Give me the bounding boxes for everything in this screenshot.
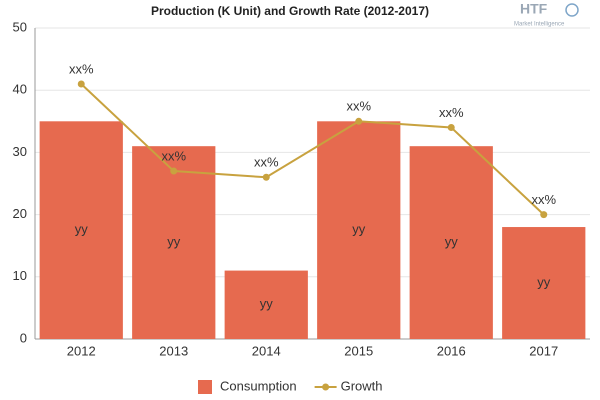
logo-globe (565, 3, 579, 17)
logo-text: HTF (520, 1, 548, 17)
line-point (170, 167, 178, 175)
y-tick-label: 50 (13, 19, 27, 34)
bar (409, 146, 493, 339)
legend-label: Growth (341, 378, 383, 393)
x-tick-label: 2017 (529, 343, 558, 358)
logo-subtext: Market Intelligence (514, 22, 565, 28)
bar-label: yy (352, 222, 366, 237)
line-point (447, 124, 455, 132)
line-point (262, 173, 270, 181)
bar-label: yy (260, 296, 274, 311)
line-point (540, 211, 548, 219)
point-label: xx% (439, 105, 464, 120)
y-tick-label: 20 (13, 206, 27, 221)
bar (502, 227, 586, 339)
point-label: xx% (531, 192, 556, 207)
line-point (355, 117, 363, 125)
chart-title: Production (K Unit) and Growth Rate (201… (151, 4, 429, 18)
x-tick-label: 2015 (344, 343, 373, 358)
x-tick-label: 2012 (67, 343, 96, 358)
y-tick-label: 40 (13, 82, 27, 97)
bar-label: yy (167, 234, 181, 249)
bar (132, 146, 216, 339)
legend-swatch (198, 380, 212, 394)
bar (224, 270, 308, 339)
bar (39, 121, 123, 339)
point-label: xx% (254, 155, 279, 170)
point-label: xx% (69, 61, 94, 76)
y-tick-label: 0 (20, 330, 27, 345)
line (80, 83, 545, 216)
legend-swatch (322, 383, 330, 391)
x-tick-label: 2014 (252, 343, 281, 358)
point-label: xx% (346, 99, 371, 114)
y-tick-label: 10 (13, 268, 27, 283)
y-tick-label: 30 (13, 144, 27, 159)
x-tick-label: 2013 (159, 343, 188, 358)
bar (317, 121, 401, 339)
line-point (77, 80, 85, 88)
bar-label: yy (537, 274, 551, 289)
bar-label: yy (75, 222, 89, 237)
point-label: xx% (161, 148, 186, 163)
legend-label: Consumption (220, 378, 297, 393)
bar-label: yy (445, 234, 459, 249)
x-tick-label: 2016 (437, 343, 466, 358)
